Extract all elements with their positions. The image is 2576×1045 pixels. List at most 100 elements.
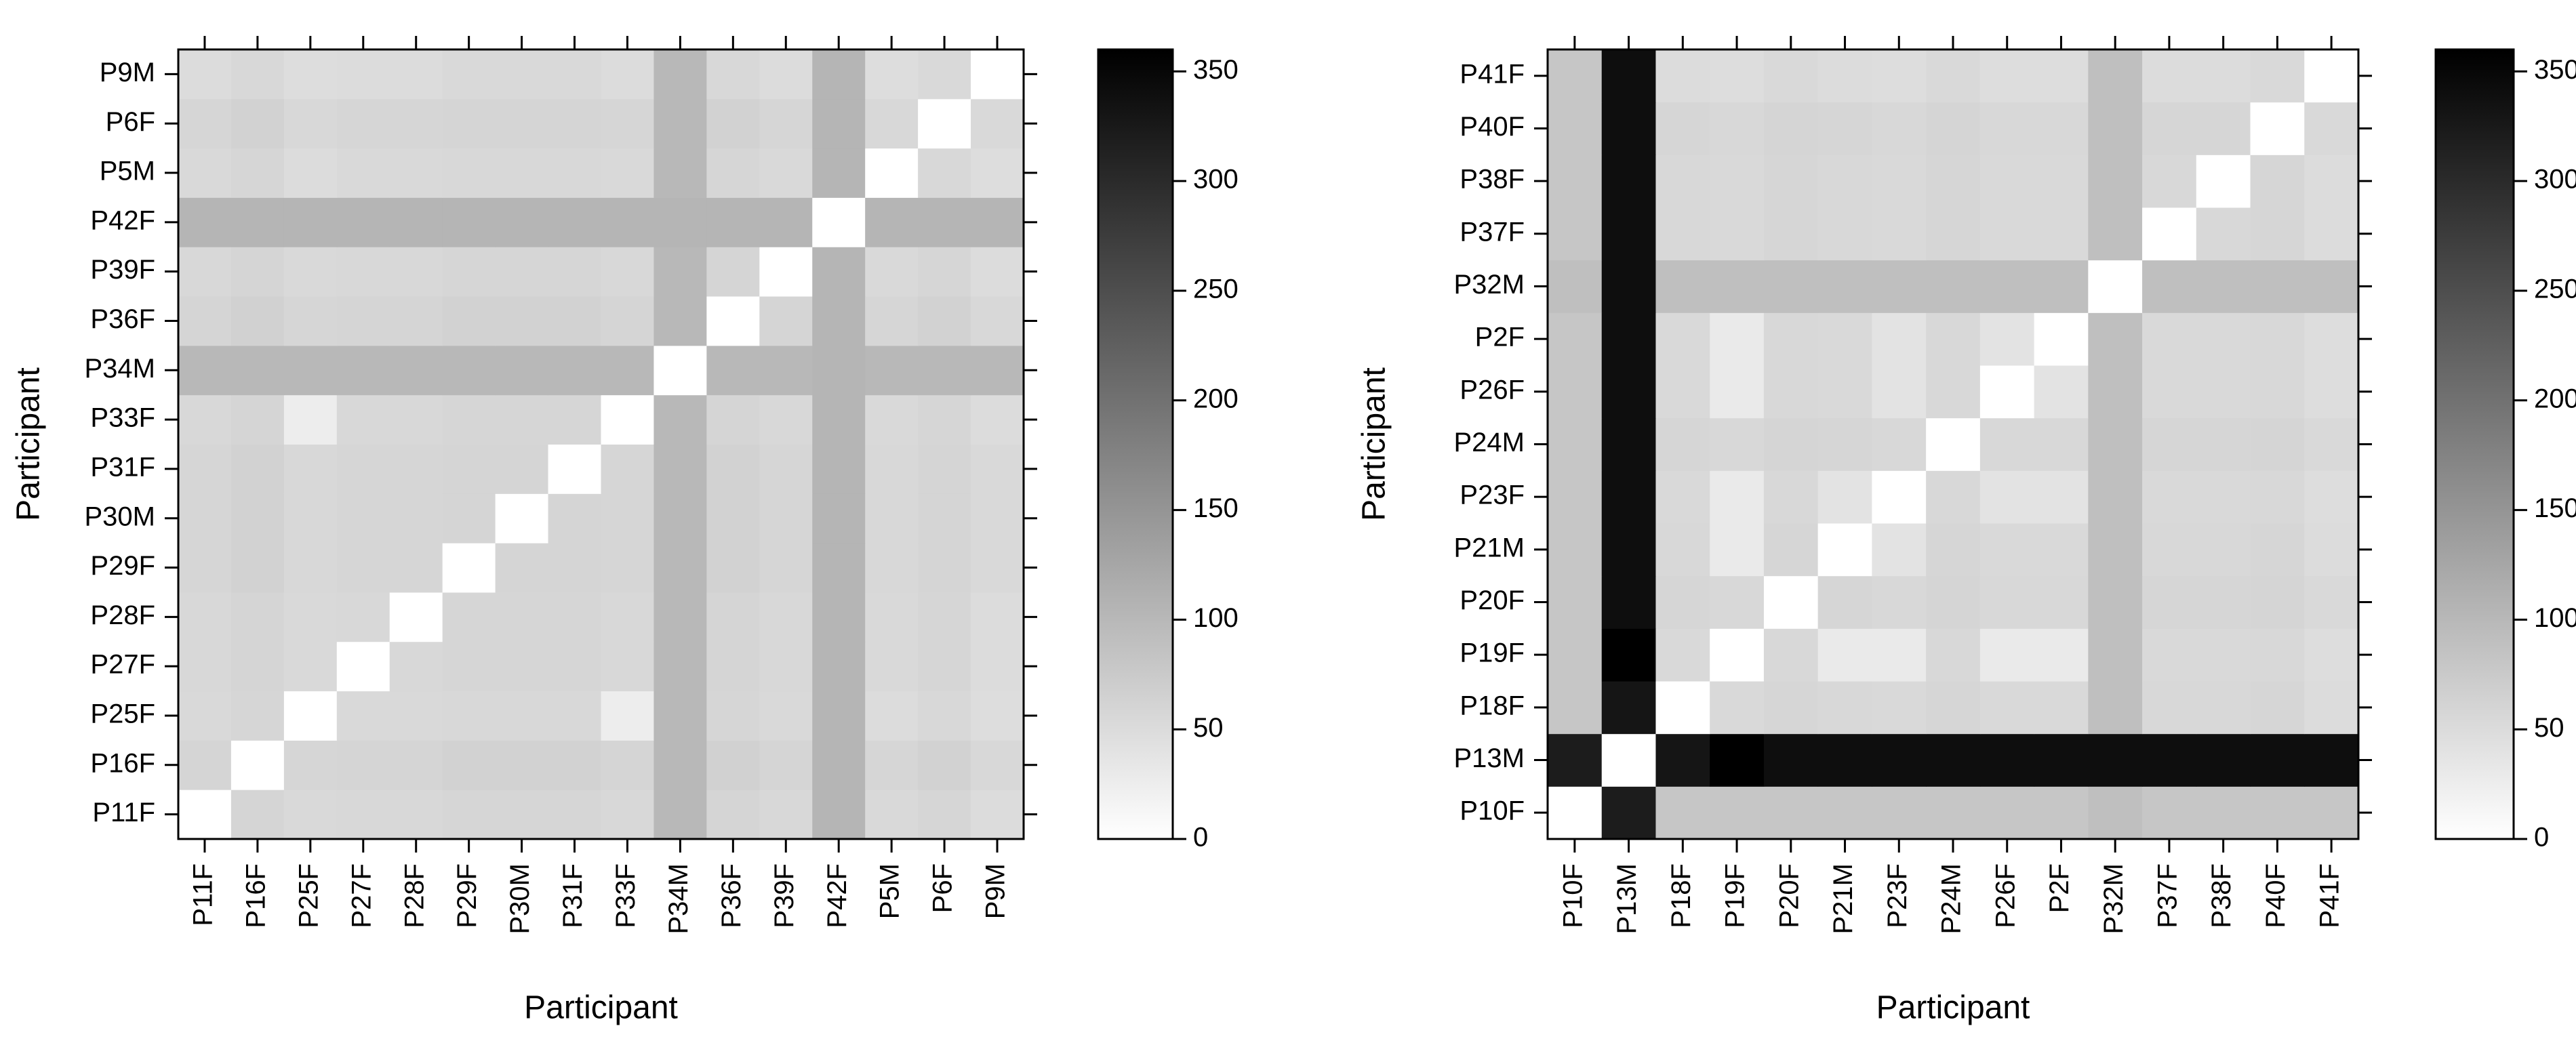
y-tick-label: P37F — [1460, 217, 1525, 247]
heat-cell — [759, 345, 813, 396]
heat-cell — [230, 345, 285, 396]
x-tick-label: P5M — [875, 863, 905, 919]
heat-cell — [2250, 733, 2305, 787]
heat-cell — [548, 296, 601, 346]
heat-cell — [389, 148, 443, 198]
heat-cell — [601, 444, 654, 494]
heat-cell — [2304, 260, 2359, 313]
heat-cell — [1548, 786, 1603, 840]
heat-cell — [706, 247, 760, 297]
heat-cell — [1926, 102, 1981, 155]
heat-cell — [865, 345, 919, 396]
heat-cell — [1655, 260, 1710, 313]
heat-cell — [389, 543, 443, 593]
heat-cell — [706, 98, 760, 149]
heat-cell — [2304, 786, 2359, 840]
heat-cell — [442, 740, 496, 790]
heat-cell — [1710, 733, 1765, 787]
x-tick-label: P13M — [1612, 863, 1642, 935]
heat-cell — [1926, 575, 1981, 629]
heat-cell — [2304, 628, 2359, 682]
x-tick-label: P9M — [981, 863, 1011, 919]
heat-cell — [1655, 523, 1710, 577]
heat-cell — [1655, 155, 1710, 208]
heat-cell — [653, 197, 707, 247]
heat-cell — [1548, 260, 1603, 313]
heat-cell — [336, 543, 390, 593]
heat-cell — [178, 98, 232, 149]
heat-cell — [706, 493, 760, 544]
y-tick-label: P10F — [1460, 796, 1525, 826]
heat-cell — [1710, 575, 1765, 629]
heat-cell — [2304, 523, 2359, 577]
heat-cell — [2088, 49, 2143, 103]
y-tick-label: P25F — [90, 699, 155, 729]
heat-cell — [1926, 523, 1981, 577]
heat-cell — [971, 247, 1024, 297]
heat-cell — [865, 197, 919, 247]
heat-cell — [1763, 681, 1819, 735]
heat-cell — [336, 98, 390, 149]
heat-cell — [812, 790, 866, 840]
heat-cell — [759, 444, 813, 494]
heat-cell — [653, 691, 707, 741]
heat-cell — [759, 691, 813, 741]
heat-cell — [495, 543, 549, 593]
heat-cell — [336, 691, 390, 741]
heat-cell — [653, 543, 707, 593]
x-tick-label: P27F — [346, 863, 376, 928]
heat-cell — [1763, 733, 1819, 787]
heat-cell — [1817, 575, 1872, 629]
heat-cell — [2304, 207, 2359, 261]
heat-cell — [971, 543, 1024, 593]
heat-cell — [653, 444, 707, 494]
y-axis-label: Participant — [11, 367, 47, 521]
x-tick-label: P28F — [399, 863, 429, 928]
heat-cell — [2088, 628, 2143, 682]
heat-cell — [2034, 417, 2089, 471]
x-tick-label: P24M — [1937, 863, 1967, 935]
heat-cell — [918, 592, 971, 642]
heat-cell — [1979, 207, 2035, 261]
heat-cell — [1548, 470, 1603, 524]
heat-cell — [548, 691, 601, 741]
heat-cell — [2304, 49, 2359, 103]
heat-cell — [918, 197, 971, 247]
heat-cell — [2250, 628, 2305, 682]
heat-cell — [1655, 575, 1710, 629]
heat-cell — [2196, 207, 2251, 261]
y-axis-label: Participant — [1356, 367, 1392, 521]
heat-cell — [2196, 575, 2251, 629]
heat-cell — [971, 444, 1024, 494]
heat-cell — [548, 49, 601, 100]
heat-cell — [1548, 681, 1603, 735]
colorbar-tick-label: 350 — [2534, 55, 2576, 85]
heat-cell — [336, 49, 390, 100]
heat-cell — [918, 296, 971, 346]
heat-cell — [1763, 102, 1819, 155]
heat-cell — [230, 543, 285, 593]
y-tick-label: P38F — [1460, 165, 1525, 194]
heat-cell — [1601, 786, 1656, 840]
x-tick-label: P34M — [664, 863, 693, 935]
heat-cell — [759, 592, 813, 642]
x-tick-label: P10F — [1558, 863, 1588, 928]
heat-cell — [2088, 786, 2143, 840]
heat-cell — [2088, 417, 2143, 471]
heat-cell — [1655, 365, 1710, 419]
heat-cell — [389, 49, 443, 100]
heat-cell — [918, 444, 971, 494]
heat-cell — [230, 296, 285, 346]
colorbar-tick-label: 150 — [1193, 493, 1239, 523]
heat-cell — [1710, 260, 1765, 313]
heat-cell — [230, 247, 285, 297]
heat-cell — [971, 296, 1024, 346]
heat-cell — [1655, 312, 1710, 366]
heat-cell — [178, 49, 232, 100]
heat-cell — [2034, 49, 2089, 103]
heat-cell — [442, 98, 496, 149]
heat-cell — [812, 641, 866, 692]
heat-cell — [601, 345, 654, 396]
heat-cell — [653, 790, 707, 840]
heat-cell — [1979, 523, 2035, 577]
